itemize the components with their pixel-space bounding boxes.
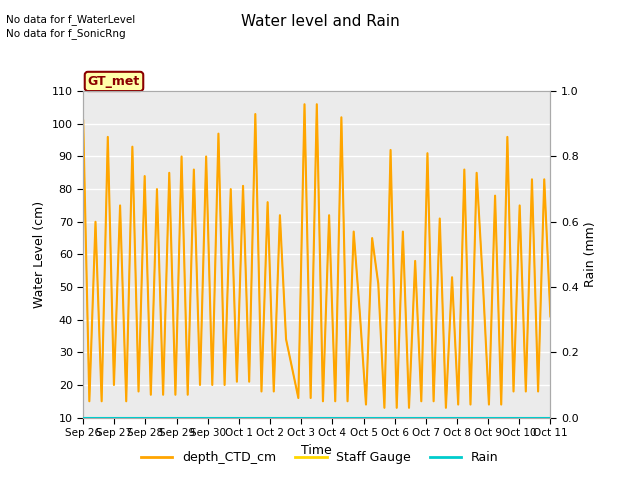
Text: No data for f_WaterLevel
No data for f_SonicRng: No data for f_WaterLevel No data for f_S… [6, 14, 136, 39]
Text: GT_met: GT_met [88, 75, 140, 88]
Y-axis label: Rain (mm): Rain (mm) [584, 222, 597, 287]
Legend: depth_CTD_cm, Staff Gauge, Rain: depth_CTD_cm, Staff Gauge, Rain [136, 446, 504, 469]
X-axis label: Time: Time [301, 444, 332, 456]
Y-axis label: Water Level (cm): Water Level (cm) [33, 201, 46, 308]
Text: Water level and Rain: Water level and Rain [241, 14, 399, 29]
